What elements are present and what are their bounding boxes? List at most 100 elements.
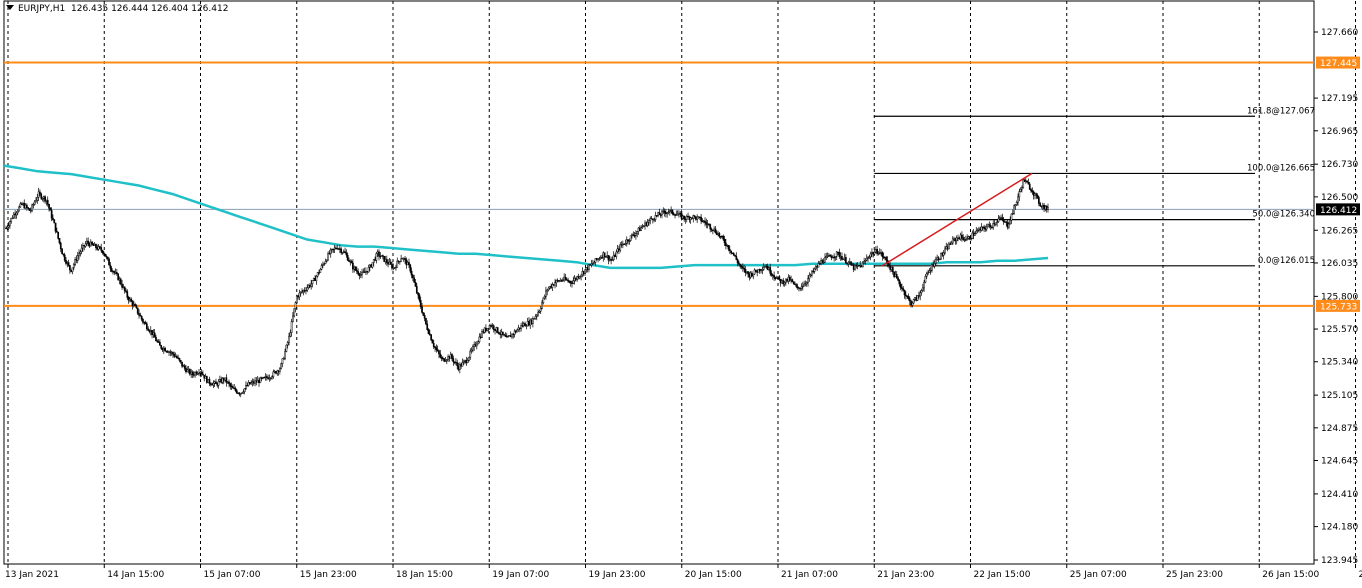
candle-body xyxy=(97,248,98,250)
candle-body xyxy=(781,281,782,284)
candle-body xyxy=(544,296,545,298)
candle-body xyxy=(52,218,53,220)
candle-body xyxy=(592,263,593,264)
candle-body xyxy=(802,286,803,287)
candle-body xyxy=(37,197,38,200)
candle-body xyxy=(964,240,965,241)
y-tick-label: 125.340 xyxy=(1321,358,1358,368)
candle-body xyxy=(742,267,743,268)
candle-body xyxy=(621,245,622,246)
candle-body xyxy=(397,261,398,267)
candle-body xyxy=(716,233,717,235)
candle-body xyxy=(296,296,297,303)
candle-body xyxy=(99,247,100,248)
candle-body xyxy=(419,295,420,300)
candle-body xyxy=(298,296,299,297)
candle-body xyxy=(787,279,788,281)
candle-body xyxy=(423,313,424,316)
candle-body xyxy=(163,348,164,350)
candle-body xyxy=(201,372,202,374)
candle-body xyxy=(643,226,644,227)
candle-body xyxy=(193,375,194,376)
candle-body xyxy=(789,277,790,280)
candle-body xyxy=(105,254,106,256)
candle-body xyxy=(810,275,811,276)
candle-body xyxy=(478,342,479,344)
candle-body xyxy=(605,257,606,258)
candle-body xyxy=(17,211,18,213)
candle-body xyxy=(290,333,291,337)
candle-body xyxy=(710,225,711,229)
candle-body xyxy=(389,262,390,264)
candle-body xyxy=(33,204,34,205)
candle-body xyxy=(981,227,982,230)
candle-body xyxy=(813,271,814,272)
candle-body xyxy=(43,197,44,199)
candle-body xyxy=(322,264,323,265)
candle-body xyxy=(192,372,193,375)
candle-body xyxy=(213,383,214,385)
candle-body xyxy=(67,263,68,264)
candle-body xyxy=(629,241,630,242)
candle-body xyxy=(624,244,625,245)
candle-body xyxy=(240,393,241,394)
candle-body xyxy=(468,357,469,360)
candle-body xyxy=(521,326,522,329)
candle-body xyxy=(545,291,546,296)
candle-body xyxy=(30,210,31,211)
candle-body xyxy=(398,261,399,262)
candle-body xyxy=(639,228,640,231)
candle-body xyxy=(625,243,626,244)
candle-body xyxy=(805,284,806,285)
candle-body xyxy=(352,263,353,269)
candle-body xyxy=(620,245,621,251)
candle-body xyxy=(866,258,867,260)
candle-body xyxy=(511,334,512,337)
candle-body xyxy=(262,377,263,378)
candle-body xyxy=(328,253,329,260)
candle-body xyxy=(927,273,928,274)
candle-body xyxy=(292,316,293,322)
y-tick-label: 126.730 xyxy=(1321,160,1358,170)
candle-body xyxy=(343,252,344,253)
candle-body xyxy=(865,260,866,261)
candle-body xyxy=(411,271,412,275)
candle-body xyxy=(266,377,267,378)
candle-body xyxy=(304,290,305,291)
candle-body xyxy=(668,212,669,213)
candle-body xyxy=(68,263,69,266)
candle-body xyxy=(738,263,739,264)
candle-body xyxy=(18,207,19,211)
candle-body xyxy=(998,219,999,222)
candle-body xyxy=(1012,213,1013,214)
candle-body xyxy=(335,248,336,249)
candle-body xyxy=(408,262,409,265)
candle-body xyxy=(123,287,124,288)
candle-body xyxy=(61,249,62,254)
price-tag-label: 127.445 xyxy=(1320,59,1357,69)
candle-body xyxy=(579,277,580,279)
candle-body xyxy=(997,222,998,223)
candle-body xyxy=(380,256,381,257)
candle-body xyxy=(660,215,661,216)
candle-body xyxy=(767,267,768,270)
candle-body xyxy=(874,252,875,254)
candle-body xyxy=(704,221,705,223)
candle-body xyxy=(856,265,857,266)
candle-body xyxy=(1041,206,1042,207)
candle-body xyxy=(672,210,673,214)
candle-body xyxy=(167,352,168,353)
candle-body xyxy=(950,244,951,245)
candle-body xyxy=(265,377,266,378)
candle-body xyxy=(483,332,484,333)
candle-body xyxy=(960,235,961,239)
chart-header[interactable]: EURJPY,H1 126.435 126.444 126.404 126.41… xyxy=(6,4,228,14)
y-tick-label: 125.570 xyxy=(1321,325,1358,335)
candle-body xyxy=(268,378,269,379)
dropdown-arrow-icon[interactable] xyxy=(6,5,14,10)
candle-body xyxy=(740,264,741,266)
candle-body xyxy=(517,330,518,332)
candle-body xyxy=(755,270,756,272)
candle-body xyxy=(214,382,215,384)
candle-body xyxy=(1040,204,1041,206)
